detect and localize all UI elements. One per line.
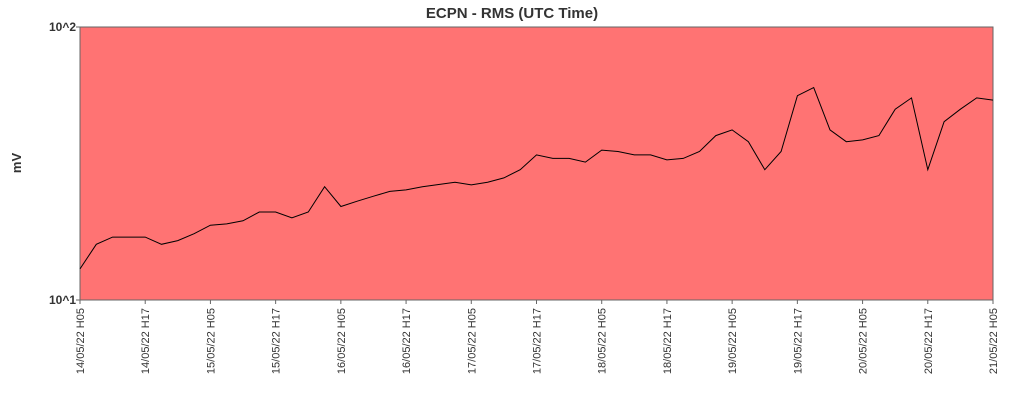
x-tick-label: 15/05/22 H05 <box>205 308 217 374</box>
x-tick-label: 17/05/22 H05 <box>466 308 478 374</box>
x-tick-label: 14/05/22 H05 <box>75 308 87 374</box>
y-axis-label: mV <box>9 153 24 174</box>
plot-area <box>79 26 994 301</box>
x-tick-label: 15/05/22 H17 <box>271 308 283 374</box>
x-tick-label: 20/05/22 H05 <box>858 308 870 374</box>
y-tick-label: 10^2 <box>49 20 76 34</box>
x-tick-label: 18/05/22 H17 <box>662 308 674 374</box>
y-tick-label: 10^1 <box>49 293 76 307</box>
chart-title: ECPN - RMS (UTC Time) <box>426 5 598 22</box>
x-tick-label: 16/05/22 H05 <box>336 308 348 374</box>
x-tick-label: 14/05/22 H17 <box>140 308 152 374</box>
x-tick-label: 20/05/22 H17 <box>923 308 935 374</box>
x-tick-label: 21/05/22 H05 <box>988 308 1000 374</box>
x-tick-label: 18/05/22 H05 <box>597 308 609 374</box>
x-tick-label: 19/05/22 H17 <box>792 308 804 374</box>
x-tick-label: 17/05/22 H17 <box>532 308 544 374</box>
x-tick-label: 19/05/22 H05 <box>727 308 739 374</box>
x-tick-label: 16/05/22 H17 <box>401 308 413 374</box>
data-line <box>79 86 994 270</box>
